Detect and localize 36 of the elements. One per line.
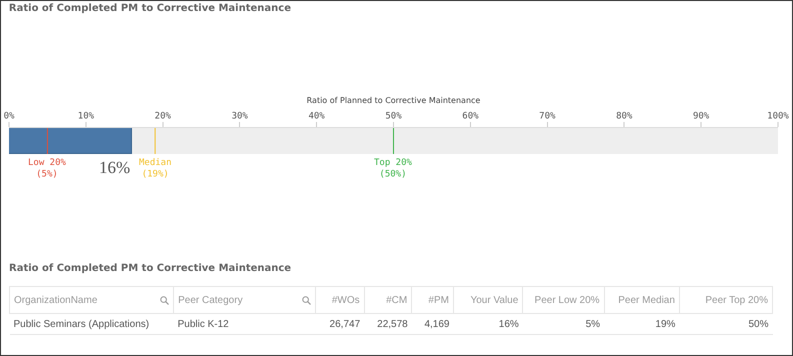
ref-line-label: Median (19%) xyxy=(139,158,172,180)
text: Ratio of Completed PM to Corrective Maintenance xyxy=(9,263,292,274)
text: Public Seminars (Applications) xyxy=(10,314,174,334)
text: 16% xyxy=(453,314,523,334)
category-label: #WOs xyxy=(315,286,364,314)
category-label: Peer Category xyxy=(174,286,316,314)
x-tick-label: 90% xyxy=(692,111,710,122)
category-label: #CM xyxy=(364,286,412,314)
x-tick-label: 10% xyxy=(78,111,95,122)
x-tick-label: 80% xyxy=(616,111,633,122)
chart-title: Ratio of Completed PM to Corrective Maintenance xyxy=(8,3,292,14)
x-axis-title: Ratio of Planned to Corrective Maintenance xyxy=(306,96,480,106)
text: 22,578 xyxy=(364,314,412,334)
ref-line-label: Top 20% (50%) xyxy=(374,158,413,180)
category-label: Peer Low 20% xyxy=(522,286,604,314)
x-tick-label: 20% xyxy=(154,111,172,122)
text: 19% xyxy=(604,314,680,334)
ref-line-label: Low 20% (5%) xyxy=(28,158,67,180)
category-label: OrganizationName xyxy=(10,286,174,314)
x-tick-label: 50% xyxy=(385,111,402,122)
text: 50% xyxy=(679,314,772,334)
category-label: #PM xyxy=(412,286,454,314)
data-label: 16% xyxy=(99,158,130,177)
x-tick-label: 0% xyxy=(4,111,15,122)
x-tick-label: 40% xyxy=(308,111,326,122)
category-label: Peer Median xyxy=(604,286,680,314)
category-label: Peer Top 20% xyxy=(679,286,772,314)
category-label: Your Value xyxy=(453,286,523,314)
x-tick-label: 100% xyxy=(767,111,790,122)
text: Public K-12 xyxy=(174,314,316,334)
x-tick-label: 60% xyxy=(462,111,480,122)
text: 26,747 xyxy=(315,314,364,334)
x-tick-label: 70% xyxy=(539,111,556,122)
text: 5% xyxy=(522,314,604,334)
text: 4,169 xyxy=(412,314,454,334)
x-tick-label: 30% xyxy=(232,111,248,122)
